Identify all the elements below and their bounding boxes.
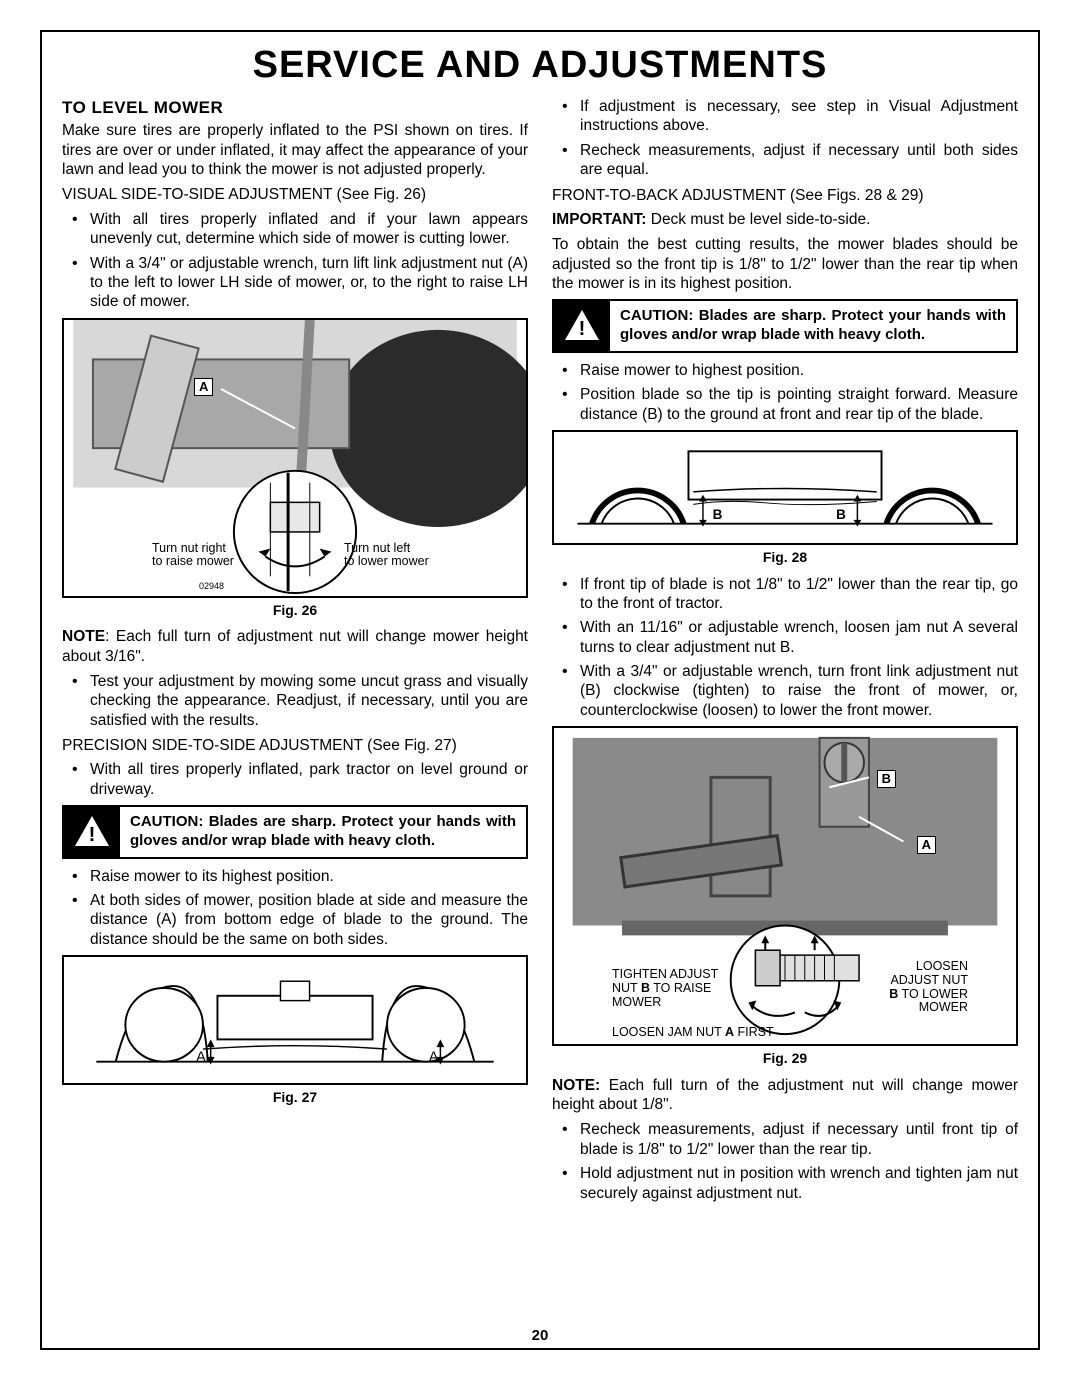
note-paragraph: NOTE: Each full turn of the adjustment n… — [552, 1076, 1018, 1115]
text: LOOSEN JAM NUT — [612, 1025, 725, 1039]
precision-subheading: PRECISION SIDE-TO-SIDE ADJUSTMENT (See F… — [62, 736, 528, 755]
bullet-list: If front tip of blade is not 1/8" to 1/2… — [552, 575, 1018, 721]
bullet-list: With all tires properly inflated, park t… — [62, 760, 528, 799]
note-text: Each full turn of the adjustment nut wil… — [552, 1077, 1018, 1113]
text: MOWER — [919, 1000, 968, 1014]
text: FIRST — [734, 1025, 774, 1039]
text: TIGHTEN ADJUST — [612, 967, 718, 981]
fig26-caption: Fig. 26 — [62, 602, 528, 620]
text: to raise mower — [152, 554, 234, 568]
page-number: 20 — [42, 1327, 1038, 1344]
fig29-caption: Fig. 29 — [552, 1050, 1018, 1068]
list-item: Recheck measurements, adjust if necessar… — [552, 141, 1018, 180]
caution-text: CAUTION: Blades are sharp. Protect your … — [120, 807, 526, 857]
two-column-layout: TO LEVEL MOWER Make sure tires are prope… — [62, 97, 1018, 1209]
caution-box: ! CAUTION: Blades are sharp. Protect you… — [62, 805, 528, 859]
figure-26: A Turn nut right to raise mower Turn nut… — [62, 318, 528, 598]
figure-28: B B — [552, 430, 1018, 545]
svg-text:!: ! — [579, 318, 586, 340]
list-item: Test your adjustment by mowing some uncu… — [62, 672, 528, 730]
text: ADJUST NUT — [890, 973, 968, 987]
list-item: With all tires properly inflated, park t… — [62, 760, 528, 799]
warning-icon: ! — [64, 807, 120, 857]
fig29-text-bottom: LOOSEN JAM NUT A FIRST — [612, 1026, 774, 1040]
ftb-subheading: FRONT-TO-BACK ADJUSTMENT (See Figs. 28 &… — [552, 186, 1018, 205]
bullet-list: Recheck measurements, adjust if necessar… — [552, 1120, 1018, 1203]
visual-subheading: VISUAL SIDE-TO-SIDE ADJUSTMENT (See Fig.… — [62, 185, 528, 204]
text: LOOSEN — [916, 959, 968, 973]
left-column: TO LEVEL MOWER Make sure tires are prope… — [62, 97, 528, 1209]
fig28-caption: Fig. 28 — [552, 549, 1018, 567]
bullet-list: Raise mower to highest position. Positio… — [552, 361, 1018, 424]
text: to lower mower — [344, 554, 429, 568]
fig26-code: 02948 — [199, 582, 224, 592]
note-bold: NOTE: — [552, 1077, 600, 1094]
svg-text:A: A — [196, 1050, 206, 1066]
fig29-label-a: A — [917, 836, 936, 854]
note-text: : Each full turn of adjustment nut will … — [62, 628, 528, 664]
figure-27: A A — [62, 955, 528, 1085]
fig26-text-left: Turn nut right to raise mower — [152, 542, 234, 570]
right-column: If adjustment is necessary, see step in … — [552, 97, 1018, 1209]
list-item: Recheck measurements, adjust if necessar… — [552, 1120, 1018, 1159]
fig26-label-a: A — [194, 378, 213, 396]
figure-29: B A TIGHTEN ADJUST NUT B TO RAISE MOWER … — [552, 726, 1018, 1046]
main-title: SERVICE AND ADJUSTMENTS — [62, 44, 1018, 87]
fig27-caption: Fig. 27 — [62, 1089, 528, 1107]
svg-text:B: B — [836, 507, 846, 522]
bullet-list: Raise mower to its highest position. At … — [62, 867, 528, 950]
note-paragraph: NOTE: Each full turn of adjustment nut w… — [62, 627, 528, 666]
important-bold: IMPORTANT: — [552, 211, 646, 228]
list-item: With a 3/4" or adjustable wrench, turn f… — [552, 662, 1018, 720]
list-item: Hold adjustment nut in position with wre… — [552, 1164, 1018, 1203]
fig29-text-right: LOOSEN ADJUST NUT B TO LOWER MOWER — [889, 960, 968, 1015]
list-item: With an 11/16" or adjustable wrench, loo… — [552, 618, 1018, 657]
important-line: IMPORTANT: Deck must be level side-to-si… — [552, 210, 1018, 229]
fig26-svg — [64, 320, 526, 596]
text: NUT — [612, 981, 641, 995]
list-item: With all tires properly inflated and if … — [62, 210, 528, 249]
fig27-svg: A A — [64, 957, 526, 1083]
warning-icon: ! — [554, 301, 610, 351]
text: Turn nut left — [344, 541, 410, 555]
bullet-list: With all tires properly inflated and if … — [62, 210, 528, 312]
list-item: Position blade so the tip is pointing st… — [552, 385, 1018, 424]
text: TO LOWER — [898, 987, 968, 1001]
list-item: At both sides of mower, position blade a… — [62, 891, 528, 949]
fig29-label-b: B — [877, 770, 896, 788]
intro-paragraph: Make sure tires are properly inflated to… — [62, 121, 528, 179]
list-item: Raise mower to highest position. — [552, 361, 1018, 380]
svg-text:B: B — [713, 507, 723, 522]
fig29-text-left: TIGHTEN ADJUST NUT B TO RAISE MOWER — [612, 968, 718, 1009]
bullet-list: If adjustment is necessary, see step in … — [552, 97, 1018, 180]
note-bold: NOTE — [62, 628, 105, 645]
ftb-paragraph: To obtain the best cutting results, the … — [552, 235, 1018, 293]
svg-text:!: ! — [89, 824, 96, 846]
caution-text: CAUTION: Blades are sharp. Protect your … — [610, 301, 1016, 351]
text: MOWER — [612, 995, 661, 1009]
fig26-text-right: Turn nut left to lower mower — [344, 542, 429, 570]
text: A — [725, 1025, 734, 1039]
caution-box: ! CAUTION: Blades are sharp. Protect you… — [552, 299, 1018, 353]
text: Turn nut right — [152, 541, 226, 555]
text: B — [641, 981, 650, 995]
list-item: Raise mower to its highest position. — [62, 867, 528, 886]
important-text: Deck must be level side-to-side. — [646, 211, 870, 228]
list-item: If front tip of blade is not 1/8" to 1/2… — [552, 575, 1018, 614]
page-border: SERVICE AND ADJUSTMENTS TO LEVEL MOWER M… — [40, 30, 1040, 1350]
text: B — [889, 987, 898, 1001]
svg-text:A: A — [429, 1050, 439, 1066]
section-heading: TO LEVEL MOWER — [62, 97, 528, 118]
bullet-list: Test your adjustment by mowing some uncu… — [62, 672, 528, 730]
list-item: With a 3/4" or adjustable wrench, turn l… — [62, 254, 528, 312]
text: TO RAISE — [650, 981, 711, 995]
list-item: If adjustment is necessary, see step in … — [552, 97, 1018, 136]
fig28-svg: B B — [554, 432, 1016, 543]
